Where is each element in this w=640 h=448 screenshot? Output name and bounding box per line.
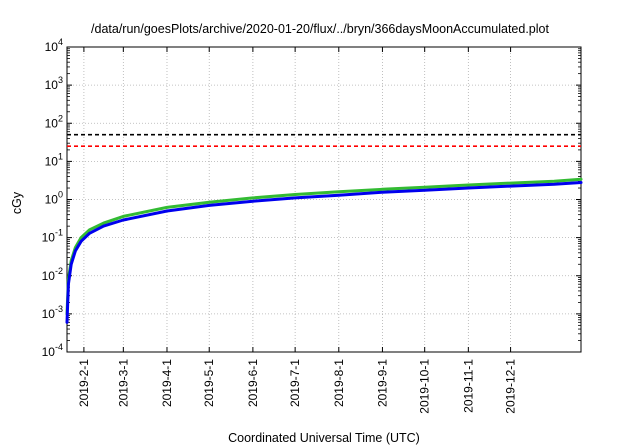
x-tick-label: 2019-8-1 <box>332 359 346 407</box>
y-tick-label: 100 <box>45 190 63 207</box>
y-tick-label: 10-4 <box>42 342 63 359</box>
x-tick-label: 2019-9-1 <box>375 359 389 407</box>
x-tick-label: 2019-10-1 <box>418 359 432 414</box>
series-line-2 <box>65 181 583 324</box>
series-line-1 <box>65 177 583 316</box>
x-tick-label: 2019-2-1 <box>77 359 91 407</box>
y-tick-label: 10-1 <box>42 228 63 245</box>
x-tick-label: 2019-5-1 <box>202 359 216 407</box>
y-tick-label: 10-3 <box>42 304 63 321</box>
x-tick-label: 2019-12-1 <box>504 359 518 414</box>
x-tick-label: 2019-11-1 <box>461 359 475 413</box>
y-tick-label: 104 <box>45 37 63 54</box>
y-tick-label: 10-2 <box>42 266 63 283</box>
y-tick-label: 102 <box>45 113 63 130</box>
plot-frame <box>66 46 582 353</box>
y-tick-label: 103 <box>45 75 63 92</box>
x-tick-label: 2019-4-1 <box>160 359 174 407</box>
chart-title: /data/run/goesPlots/archive/2020-01-20/f… <box>91 22 549 36</box>
x-axis-label: Coordinated Universal Time (UTC) <box>228 431 420 445</box>
y-tick-label: 101 <box>45 151 63 168</box>
x-tick-label: 2019-6-1 <box>246 359 260 407</box>
x-tick-label: 2019-7-1 <box>288 359 302 407</box>
x-tick-label: 2019-3-1 <box>116 359 130 407</box>
y-axis-label: cGy <box>10 191 25 215</box>
